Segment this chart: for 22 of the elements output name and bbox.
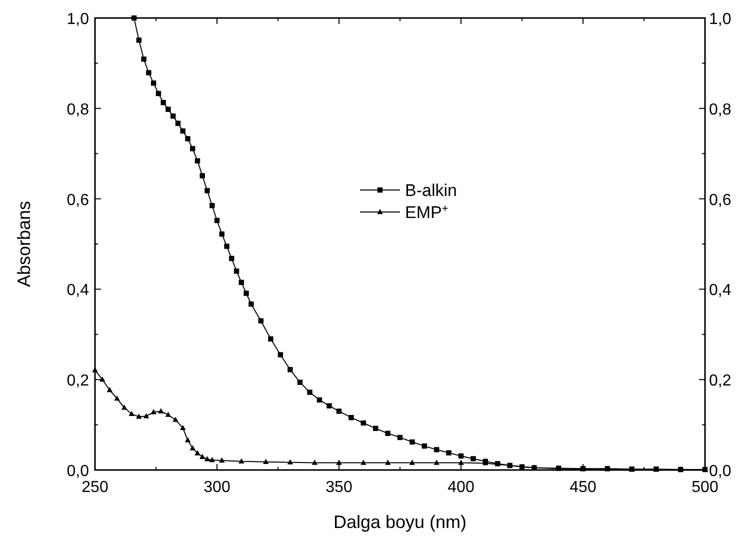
y2-tick-label: 0,6 (709, 192, 732, 209)
x-tick-label: 500 (692, 479, 718, 496)
y-tick-label: 0,8 (66, 101, 90, 118)
y-tick-label: 0,4 (66, 282, 90, 300)
x-tick-label: 350 (326, 479, 352, 496)
x-tick-label: 250 (82, 479, 108, 496)
x-axis-title: Dalga boyu (nm) (333, 512, 467, 532)
legend-label: B-alkin (405, 181, 457, 200)
y2-tick-label: 0,8 (709, 101, 732, 118)
x-tick-label: 400 (448, 479, 474, 496)
y-tick-label: 1,0 (66, 11, 90, 28)
y-tick-label: 0,0 (66, 463, 90, 480)
y-axis-title: Absorbans (14, 200, 34, 288)
y2-tick-label: 0,0 (709, 463, 732, 480)
y2-tick-label: 0,2 (709, 372, 732, 390)
legend-label: EMP$^{+}$ (405, 203, 448, 222)
x-tick-label: 450 (570, 479, 596, 496)
y2-tick-label: 0,4 (709, 282, 732, 300)
x-tick-label: 300 (204, 479, 230, 496)
y-tick-label: 0,6 (66, 192, 90, 209)
y2-tick-label: 1,0 (709, 11, 732, 28)
y-tick-label: 0,2 (66, 372, 90, 390)
